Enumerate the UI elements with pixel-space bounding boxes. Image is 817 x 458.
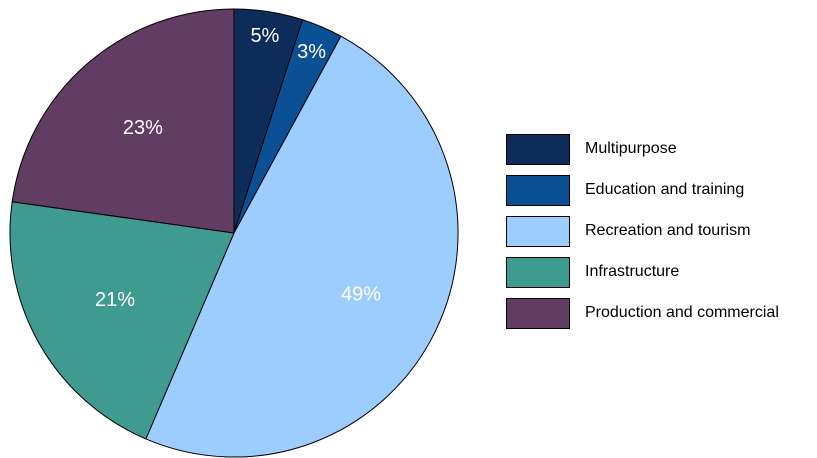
legend-item: Infrastructure: [506, 257, 817, 289]
data-label-infrastructure: 21%: [95, 289, 135, 311]
data-label-education-and-training: 3%: [297, 41, 326, 63]
legend-swatch: [506, 134, 570, 165]
pie-chart: 5% 3% 49% 21% 23%: [9, 8, 459, 458]
legend-item: Education and training: [506, 175, 817, 207]
pie-slices: [9, 8, 459, 458]
legend-label: Infrastructure: [585, 263, 680, 280]
data-label-multipurpose: 5%: [250, 25, 279, 47]
data-label-recreation-and-tourism: 49%: [341, 284, 381, 306]
legend-item: Recreation and tourism: [506, 216, 817, 248]
legend-label: Multipurpose: [585, 140, 677, 157]
pie-slice-infrastructure: [9, 201, 235, 440]
legend-item: Multipurpose: [506, 134, 817, 166]
legend-item: Production and commercial: [506, 298, 817, 330]
pie-slice-production-and-commercial: [11, 8, 235, 234]
legend-swatch: [506, 298, 570, 329]
legend-swatch: [506, 175, 570, 206]
data-label-production-and-commercial: 23%: [123, 117, 163, 139]
legend-swatch: [506, 216, 570, 247]
legend-label: Recreation and tourism: [585, 222, 751, 239]
legend-label: Production and commercial: [585, 304, 779, 321]
legend-swatch: [506, 257, 570, 288]
pie-labels: 5% 3% 49% 21% 23%: [95, 25, 381, 311]
legend-label: Education and training: [585, 181, 745, 198]
pie-slice-recreation-and-tourism: [145, 35, 459, 458]
